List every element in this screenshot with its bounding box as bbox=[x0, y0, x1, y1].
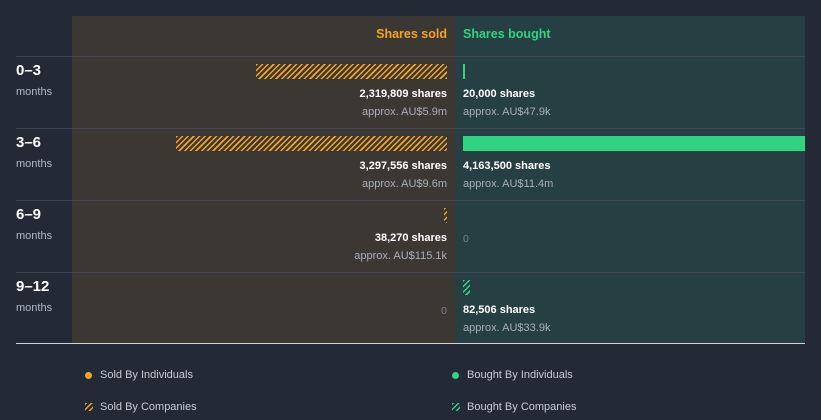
shares-sold-header: Shares sold bbox=[376, 27, 447, 41]
bought-bar bbox=[463, 136, 805, 151]
row-divider bbox=[16, 56, 805, 57]
legend-label: Sold By Companies bbox=[100, 401, 197, 413]
sold-shares-value: 38,270 shares bbox=[374, 232, 447, 244]
bottom-axis-line bbox=[16, 343, 805, 344]
sold-companies-legend-icon bbox=[85, 403, 93, 411]
shares-bought-header: Shares bought bbox=[463, 27, 551, 41]
bought-companies-legend-icon bbox=[452, 403, 460, 411]
sold-approx-value: approx. AU$115.1k bbox=[354, 250, 447, 262]
row-divider bbox=[16, 128, 805, 129]
bought-approx-value: approx. AU$11.4m bbox=[463, 178, 554, 190]
bought-bar bbox=[463, 280, 470, 295]
period-label: 0–3 bbox=[16, 62, 42, 79]
bought-shares-value: 82,506 shares bbox=[463, 304, 536, 316]
bought-panel bbox=[455, 16, 805, 343]
bought-shares-value: 20,000 shares bbox=[463, 88, 536, 100]
legend-label: Bought By Companies bbox=[467, 401, 577, 413]
sold-zero-value: 0 bbox=[441, 305, 447, 317]
period-unit: months bbox=[16, 158, 53, 170]
sold-shares-value: 2,319,809 shares bbox=[359, 88, 447, 100]
row-divider bbox=[16, 200, 805, 201]
bought-zero-value: 0 bbox=[463, 233, 469, 245]
bought-individuals-legend-icon bbox=[452, 372, 459, 379]
period-unit: months bbox=[16, 302, 53, 314]
legend-label: Sold By Individuals bbox=[100, 369, 193, 381]
bought-shares-value: 4,163,500 shares bbox=[463, 160, 551, 172]
bought-bar bbox=[463, 64, 465, 79]
bought-approx-value: approx. AU$33.9k bbox=[463, 322, 551, 334]
sold-shares-value: 3,297,556 shares bbox=[359, 160, 447, 172]
row-divider bbox=[16, 272, 805, 273]
sold-individuals-legend-icon bbox=[85, 372, 92, 379]
sold-bar bbox=[443, 208, 447, 223]
sold-bar bbox=[176, 136, 447, 151]
sold-bar bbox=[256, 64, 447, 79]
period-label: 6–9 bbox=[16, 206, 42, 223]
bought-approx-value: approx. AU$47.9k bbox=[463, 106, 551, 118]
period-label: 3–6 bbox=[16, 134, 42, 151]
period-label: 9–12 bbox=[16, 278, 50, 295]
sold-approx-value: approx. AU$5.9m bbox=[362, 106, 447, 118]
period-unit: months bbox=[16, 230, 53, 242]
period-unit: months bbox=[16, 86, 53, 98]
sold-approx-value: approx. AU$9.6m bbox=[362, 178, 447, 190]
legend-label: Bought By Individuals bbox=[467, 369, 573, 381]
